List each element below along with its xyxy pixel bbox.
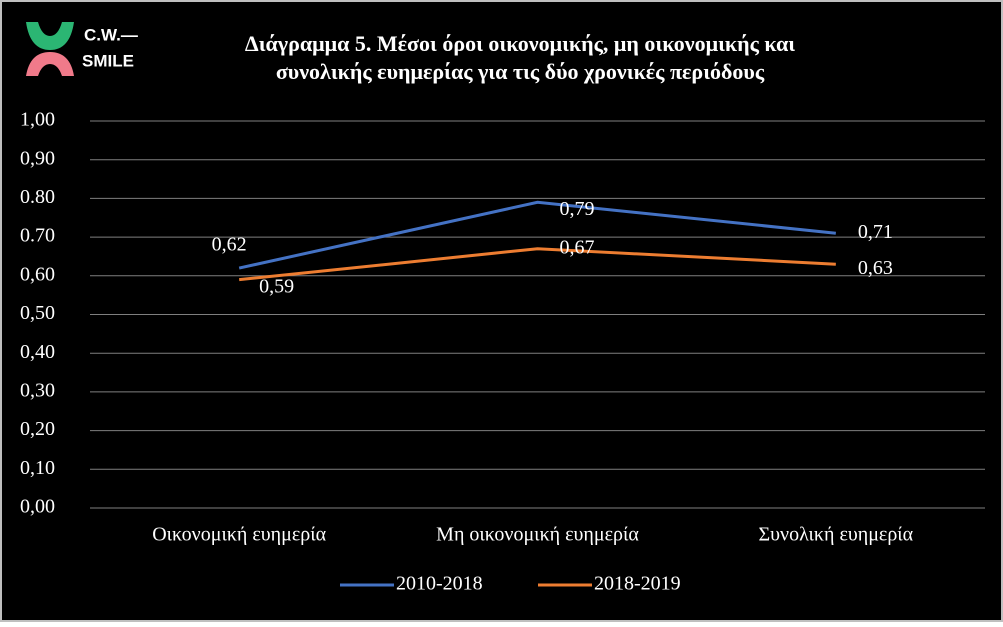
y-tick-label: 0,30 [20, 379, 55, 401]
logo-cup [26, 22, 74, 50]
y-tick-label: 0.80 [20, 186, 55, 208]
line [238, 200, 836, 270]
data-label: 0,63 [858, 257, 893, 279]
line [239, 247, 836, 282]
y-tick-label: 0,50 [20, 302, 55, 324]
y-tick-label: 0,60 [20, 263, 55, 285]
data-label: 0,62 [212, 234, 247, 256]
legend-label: 2018-2019 [594, 573, 681, 595]
data-label: 0,79 [560, 198, 595, 220]
logo-text: SMILE [82, 51, 134, 70]
y-tick-label: 0,10 [20, 457, 55, 479]
y-tick-label: 0,90 [20, 147, 55, 169]
y-tick-label: 0,40 [20, 341, 55, 363]
y-tick-label: 1,00 [20, 109, 55, 131]
chart-title: Διάγραμμα 5. Μέσοι όροι οικονομικής, μη … [244, 31, 796, 84]
legend-label: 2010-2018 [396, 573, 483, 595]
y-tick-label: 0,20 [20, 418, 55, 440]
logo-arch [26, 52, 74, 76]
x-tick-label: Οικονομική ευημερία [152, 524, 326, 546]
y-tick-label: 0.70 [20, 225, 55, 247]
y-tick-label: 0,00 [20, 496, 55, 518]
logo-text: C.W.— [84, 25, 138, 44]
x-tick-label: Μη οικονομική ευημερία [436, 524, 639, 546]
data-label: 0,71 [858, 221, 893, 243]
x-tick-label: Συνολική ευημερία [758, 524, 913, 546]
data-label: 0,59 [259, 275, 294, 297]
data-label: 0,67 [560, 236, 595, 258]
